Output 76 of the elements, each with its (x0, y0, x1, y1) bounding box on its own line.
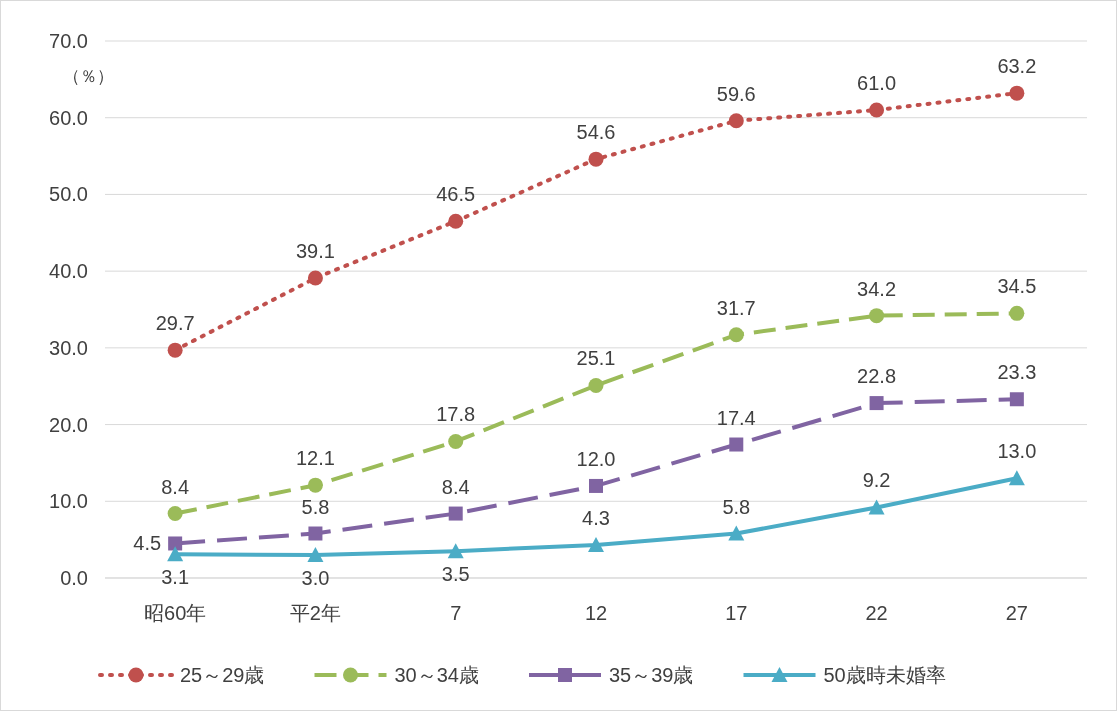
x-tick-label: 17 (725, 602, 748, 624)
point (307, 546, 324, 562)
legend-label: 35～39歳 (609, 664, 694, 686)
data-label: 25.1 (576, 347, 616, 370)
point (447, 543, 464, 559)
data-label: 8.4 (161, 475, 190, 498)
data-label: 8.4 (441, 475, 470, 498)
legend-label: 50歳時未婚率 (823, 664, 946, 686)
data-label: 9.2 (862, 469, 891, 492)
point (167, 342, 183, 358)
y-axis-title: （％） (62, 67, 114, 86)
y-tick-label: 70.0 (49, 30, 88, 52)
y-tick-label: 20.0 (49, 413, 88, 436)
x-tick-label: 27 (1005, 602, 1028, 624)
y-tick-label: 60.0 (49, 106, 88, 129)
point (168, 536, 183, 551)
point (869, 102, 885, 118)
x-tick-label: 昭60年 (144, 602, 207, 624)
data-label: 23.3 (997, 361, 1037, 384)
point (728, 525, 745, 541)
point (869, 308, 885, 324)
data-label: 4.3 (582, 507, 610, 530)
data-label: 3.1 (161, 566, 190, 589)
legend-label: 25～29歳 (180, 664, 265, 686)
point (1009, 305, 1025, 321)
data-label: 39.1 (295, 240, 335, 263)
point (448, 506, 463, 521)
data-label: 17.8 (436, 403, 476, 426)
point (869, 396, 884, 411)
y-tick-label: 10.0 (49, 490, 88, 513)
data-label: 17.4 (716, 406, 756, 429)
y-tick-label: 30.0 (49, 336, 88, 359)
point (588, 151, 604, 167)
legend-label: 30～34歳 (394, 664, 479, 686)
y-tick-label: 40.0 (49, 260, 88, 283)
data-label: 46.5 (436, 183, 476, 206)
point (448, 213, 464, 229)
x-tick-label: 12 (584, 602, 608, 624)
data-label: 54.6 (576, 121, 616, 144)
point (728, 327, 744, 343)
y-tick-label: 0.0 (60, 567, 88, 589)
x-tick-label: 平2年 (289, 602, 341, 624)
data-label: 4.5 (133, 532, 162, 555)
point (1008, 470, 1025, 486)
data-label: 59.6 (716, 82, 756, 105)
point (868, 499, 885, 515)
data-label: 3.5 (441, 563, 470, 586)
data-label: 29.7 (155, 312, 195, 335)
data-label: 34.5 (997, 275, 1037, 298)
data-label: 34.2 (857, 277, 897, 300)
data-label: 13.0 (997, 440, 1037, 463)
point (589, 478, 603, 493)
y-tick-label: 50.0 (49, 183, 88, 206)
point (308, 526, 323, 541)
data-label: 12.0 (576, 447, 616, 470)
point (1009, 392, 1024, 407)
x-tick-label: 22 (865, 602, 888, 624)
point (167, 546, 184, 562)
data-label: 5.8 (301, 495, 330, 518)
point (1009, 85, 1025, 101)
data-label: 31.7 (716, 296, 756, 319)
data-label: 12.1 (295, 447, 335, 470)
point (588, 537, 604, 553)
data-label: 63.2 (997, 55, 1037, 78)
x-tick-label: 7 (450, 602, 462, 624)
data-label: 3.0 (301, 566, 330, 589)
data-label: 61.0 (857, 72, 897, 95)
point (307, 270, 323, 286)
point (448, 433, 464, 449)
point (167, 506, 183, 522)
data-label: 5.8 (722, 495, 751, 518)
point (307, 477, 323, 493)
point (729, 437, 744, 452)
point (728, 113, 744, 129)
data-label: 22.8 (857, 365, 897, 388)
point (588, 377, 604, 393)
